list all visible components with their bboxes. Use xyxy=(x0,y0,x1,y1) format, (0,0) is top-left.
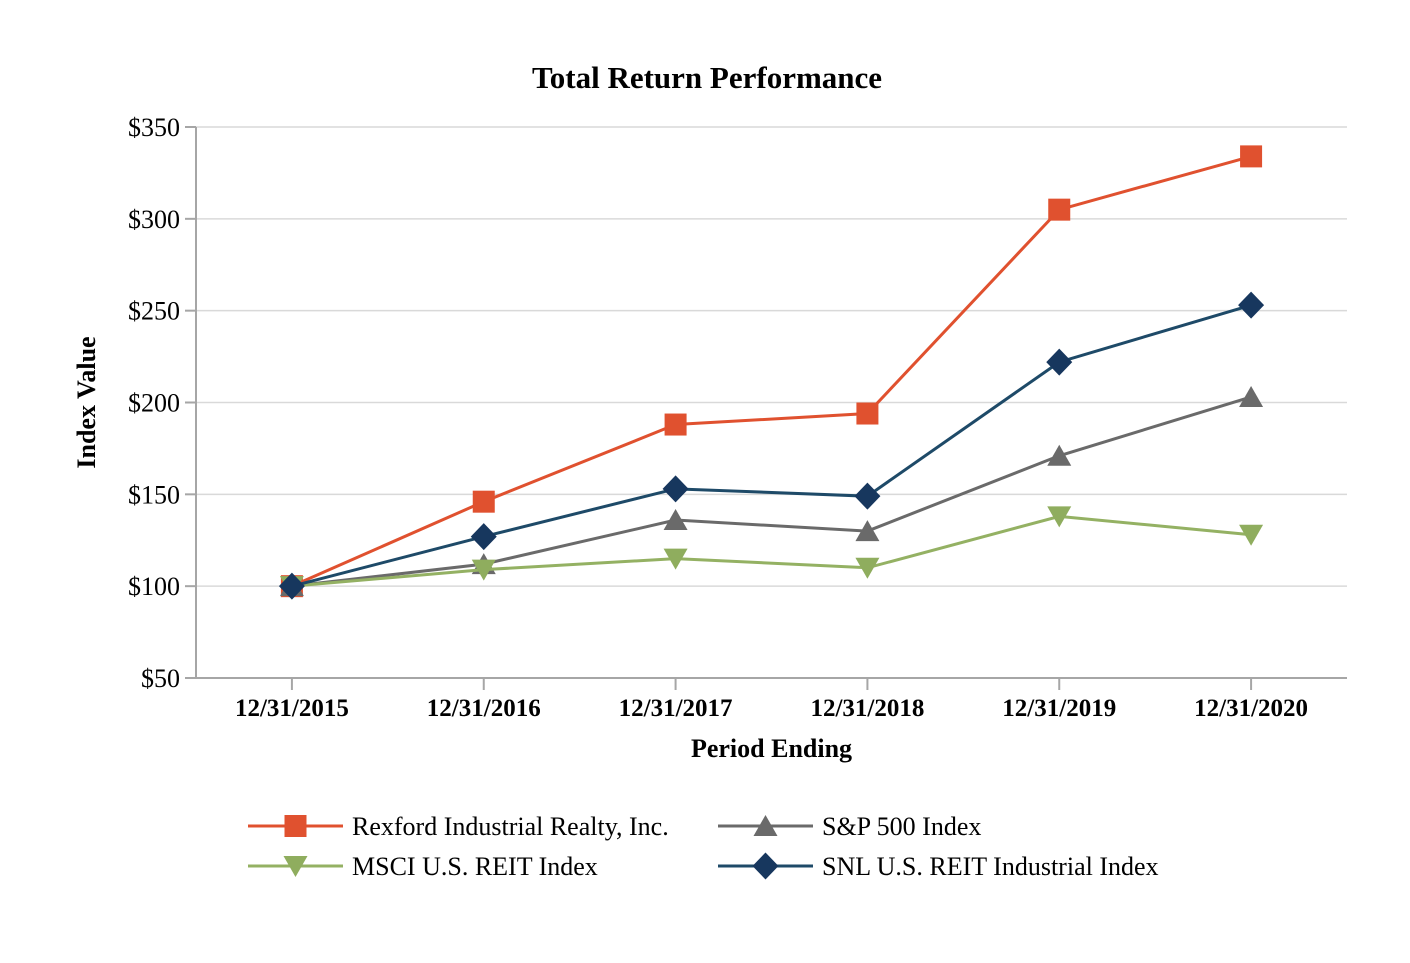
y-tick-label: $300 xyxy=(128,205,180,234)
legend: Rexford Industrial Realty, Inc. S&P 500 I… xyxy=(248,812,1159,881)
y-axis-title: Index Value xyxy=(72,336,101,468)
y-tick-label: $50 xyxy=(141,664,180,693)
diamond-marker-snl-u-s-reit-industrial-index xyxy=(854,482,881,510)
triangle-up-marker-s-p-500-index xyxy=(1047,444,1072,466)
series-rexford-industrial-realty-inc xyxy=(280,145,1263,598)
y-tick-label: $150 xyxy=(128,480,180,509)
diamond-marker-snl-u-s-reit-industrial-index xyxy=(470,523,497,551)
x-tick-label: 12/31/2018 xyxy=(810,695,924,722)
square-marker-rexford-industrial-realty-inc xyxy=(472,490,495,513)
triangle-down-marker-msci-u-s-reit-index xyxy=(663,548,688,570)
legend-item-msci-u-s-reit-index: MSCI U.S. REIT Index xyxy=(248,852,598,881)
x-tick-label: 12/31/2017 xyxy=(619,695,733,722)
legend-label-rexford-industrial-realty-inc: Rexford Industrial Realty, Inc. xyxy=(352,812,669,841)
triangle-down-marker-msci-u-s-reit-index xyxy=(471,559,496,581)
legend-item-snl-u-s-reit-industrial-index: SNL U.S. REIT Industrial Index xyxy=(718,852,1159,881)
series-line-s-p-500-index xyxy=(291,395,1252,588)
series-line-rexford-industrial-realty-inc xyxy=(291,154,1252,588)
x-tick-label: 12/31/2019 xyxy=(1002,695,1116,722)
y-tick-label: $250 xyxy=(128,297,180,326)
diamond-marker-snl-u-s-reit-industrial-index xyxy=(1046,348,1073,376)
triangle-up-marker-s-p-500-index xyxy=(663,509,688,531)
diamond-marker-snl-u-s-reit-industrial-index xyxy=(662,475,689,503)
chart-title: Total Return Performance xyxy=(532,60,882,95)
legend-label-s-p-500-index: S&P 500 Index xyxy=(822,812,981,841)
square-marker-rexford-industrial-realty-inc xyxy=(1048,198,1071,221)
legend-label-msci-u-s-reit-index: MSCI U.S. REIT Index xyxy=(352,852,598,881)
y-tick-label: $100 xyxy=(128,572,180,601)
legend-label-snl-u-s-reit-industrial-index: SNL U.S. REIT Industrial Index xyxy=(822,852,1159,881)
series-snl-u-s-reit-industrial-index xyxy=(278,291,1265,600)
triangle-down-marker-msci-u-s-reit-index xyxy=(855,557,880,579)
triangle-up-marker-s-p-500-index xyxy=(1239,385,1264,407)
diamond-marker-snl-u-s-reit-industrial-index xyxy=(1238,291,1265,319)
triangle-up-marker-legend-s-p-500-index xyxy=(753,815,778,836)
square-marker-rexford-industrial-realty-inc xyxy=(856,402,879,425)
x-axis-title: Period Ending xyxy=(691,734,852,763)
x-tick-label: 12/31/2015 xyxy=(235,695,349,722)
y-tick-label: $200 xyxy=(128,389,180,418)
triangle-down-marker-legend-msci-u-s-reit-index xyxy=(283,856,308,877)
x-tick-label: 12/31/2016 xyxy=(427,695,541,722)
y-tick-label: $350 xyxy=(128,113,180,142)
series-line-msci-u-s-reit-index xyxy=(291,514,1252,588)
x-tick-label: 12/31/2020 xyxy=(1194,695,1308,722)
diamond-marker-legend-snl-u-s-reit-industrial-index xyxy=(752,852,779,880)
triangle-up-marker-s-p-500-index xyxy=(855,520,880,542)
triangle-down-marker-msci-u-s-reit-index xyxy=(1239,524,1264,546)
diamond-marker-snl-u-s-reit-industrial-index xyxy=(278,572,305,600)
square-marker-rexford-industrial-realty-inc xyxy=(1240,145,1263,168)
square-marker-rexford-industrial-realty-inc xyxy=(664,413,687,436)
triangle-down-marker-msci-u-s-reit-index xyxy=(1047,506,1072,528)
legend-item-s-p-500-index: S&P 500 Index xyxy=(718,812,981,841)
series-line-snl-u-s-reit-industrial-index xyxy=(291,303,1252,588)
legend-item-rexford-industrial-realty-inc: Rexford Industrial Realty, Inc. xyxy=(248,812,669,841)
square-marker-legend-rexford-industrial-realty-inc xyxy=(284,815,307,837)
